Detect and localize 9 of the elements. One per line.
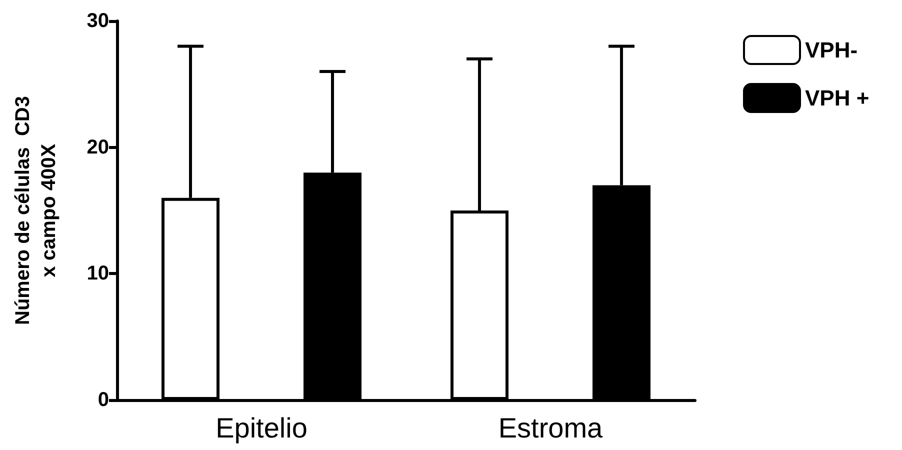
y-axis-title: Número de células CD3 x campo 400X <box>12 96 60 325</box>
legend-label: VPH + <box>805 86 870 110</box>
y-tick-label: 10 <box>86 262 109 285</box>
y-tick-label: 0 <box>98 389 109 411</box>
x-tick-label: Estroma <box>498 412 604 444</box>
x-tick-label: Epitelio <box>216 412 308 444</box>
y-tick-label: 30 <box>86 10 109 32</box>
legend-label: VPH- <box>805 38 858 62</box>
y-tick-label: 20 <box>86 136 109 158</box>
